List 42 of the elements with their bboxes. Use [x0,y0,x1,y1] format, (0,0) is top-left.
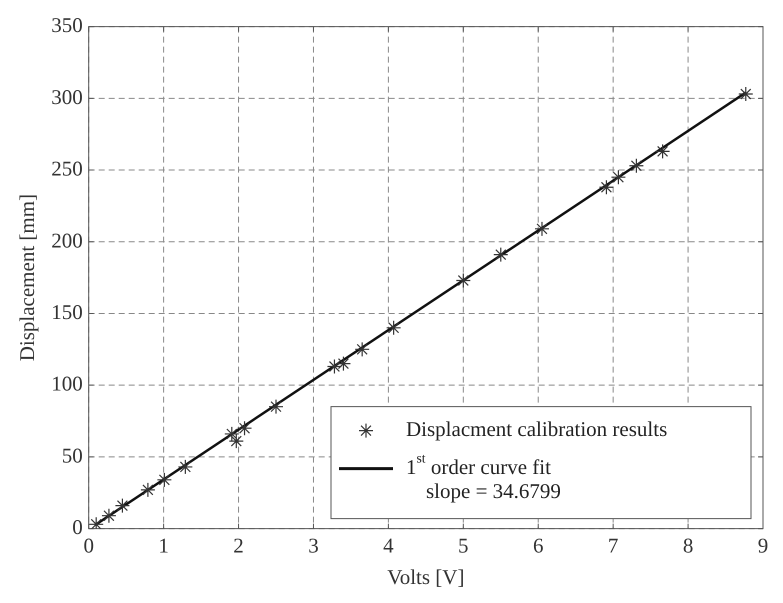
point [178,459,193,475]
x-tick-label: 8 [682,534,694,558]
x-tick-label: 4 [383,534,394,558]
x-axis-title: Volts [V] [387,564,464,589]
y-tick-label: 50 [62,443,83,468]
point [628,158,644,174]
y-tick-label: 0 [72,515,83,540]
point [386,320,402,336]
point [738,86,754,102]
y-tick-label: 200 [51,228,83,252]
point [655,144,670,159]
y-axis-title: Displacement [mm] [15,194,40,362]
x-tick-label: 2 [233,534,244,558]
point [236,420,252,436]
point [101,508,117,524]
x-tick-label: 5 [458,534,469,558]
y-tick-label: 350 [51,13,83,38]
x-tick-label: 7 [608,534,618,558]
x-tick-label: 3 [308,534,319,558]
x-tick-label: 1 [158,534,169,558]
point [156,472,172,488]
point [493,247,508,262]
point [354,342,370,357]
point [534,221,550,236]
point [598,180,614,195]
point [140,482,156,498]
point [326,358,342,374]
y-tick-label: 100 [51,372,83,396]
legend-label: Displacment calibration results [406,417,668,442]
y-tick-label: 300 [51,84,83,109]
point [268,399,284,414]
point [610,170,626,185]
point [114,498,130,514]
point [228,434,244,449]
y-tick-label: 150 [51,300,83,324]
x-tick-label: 9 [758,534,768,558]
point [336,356,352,372]
point [456,272,471,288]
annotation: slope = 34.6799 [426,479,561,504]
y-tick-label: 250 [51,156,83,181]
point [224,426,240,442]
x-tick-label: 6 [532,534,544,558]
